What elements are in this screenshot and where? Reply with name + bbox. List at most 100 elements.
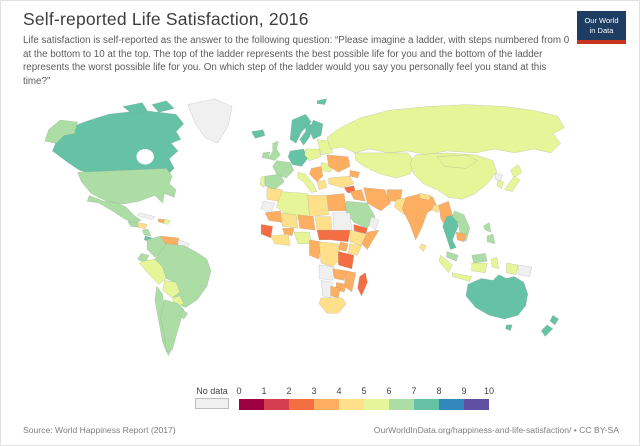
country-finland[interactable] (309, 119, 324, 140)
country-mali[interactable] (280, 212, 299, 229)
country-somalia[interactable] (361, 229, 380, 250)
country-canada-arctic-island[interactable] (151, 100, 175, 113)
country-greenland[interactable] (187, 98, 233, 144)
region-caucasus[interactable] (349, 170, 360, 179)
country-poland[interactable] (304, 148, 322, 161)
legend-swatch-1-2[interactable] (264, 399, 289, 410)
legend-swatch-5-6[interactable] (364, 399, 389, 410)
country-iraq[interactable] (349, 189, 366, 202)
legend-swatch-9-10[interactable] (464, 399, 489, 410)
legend-swatch-7-8[interactable] (414, 399, 439, 410)
country-new-zealand-south[interactable] (541, 324, 554, 337)
country-papua-new-guinea[interactable] (517, 264, 532, 277)
region-balkans[interactable] (309, 166, 324, 183)
country-australia-tasmania[interactable] (505, 324, 513, 331)
region-ghana-ivory-coast[interactable] (270, 233, 291, 246)
country-nigeria[interactable] (293, 231, 312, 244)
country-greece[interactable] (316, 179, 328, 190)
country-libya[interactable] (307, 195, 329, 217)
country-ukraine[interactable] (326, 154, 351, 173)
country-haiti[interactable] (157, 218, 165, 224)
region-cameroon-congo[interactable] (309, 239, 322, 260)
country-dr-congo[interactable] (318, 241, 341, 268)
country-south-africa[interactable] (318, 297, 347, 314)
country-france[interactable] (272, 160, 295, 179)
country-north-korea[interactable] (494, 172, 503, 182)
country-portugal[interactable] (259, 175, 266, 188)
country-australia[interactable] (465, 274, 528, 320)
country-svalbard[interactable] (316, 98, 328, 105)
country-brazil[interactable] (154, 243, 212, 308)
country-zambia[interactable] (332, 268, 347, 281)
country-uruguay[interactable] (178, 309, 188, 320)
country-russia[interactable] (326, 104, 565, 156)
country-indonesia-sumatra[interactable] (438, 255, 453, 273)
country-madagascar[interactable] (357, 272, 368, 297)
country-spain[interactable] (264, 173, 285, 190)
country-honduras[interactable] (137, 222, 148, 230)
legend-swatch-8-9[interactable] (439, 399, 464, 410)
country-morocco[interactable] (266, 187, 283, 202)
country-oman[interactable] (369, 216, 380, 231)
country-japan-honshu[interactable] (504, 175, 521, 192)
country-bolivia[interactable] (162, 280, 181, 299)
owid-logo[interactable]: Our World in Data (577, 11, 626, 44)
country-malaysia-peninsular[interactable] (446, 251, 459, 262)
legend-swatch-4-5[interactable] (339, 399, 364, 410)
country-nicaragua[interactable] (142, 229, 152, 237)
legend-no-data[interactable]: No data (195, 386, 229, 409)
country-bangladesh[interactable] (431, 204, 441, 214)
region-western-sahara[interactable] (260, 200, 275, 214)
country-dominican-republic[interactable] (163, 219, 171, 225)
country-uganda[interactable] (338, 241, 349, 252)
country-iceland[interactable] (251, 129, 266, 139)
country-ireland[interactable] (261, 151, 271, 159)
country-malaysia-borneo[interactable] (471, 253, 488, 264)
country-indonesia-west-papua[interactable] (506, 262, 519, 275)
country-south-korea[interactable] (496, 179, 504, 189)
country-mauritania[interactable] (264, 210, 283, 223)
legend-swatch-6-7[interactable] (389, 399, 414, 410)
region-central-african-republic-south-sudan[interactable] (316, 229, 351, 242)
country-philippines-mindanao[interactable] (486, 233, 496, 244)
country-mexico[interactable] (86, 195, 142, 224)
country-egypt[interactable] (326, 193, 347, 212)
country-italy[interactable] (297, 172, 318, 193)
country-mozambique[interactable] (343, 270, 356, 293)
region-senegal-guinea[interactable] (260, 224, 273, 239)
country-iran[interactable] (363, 187, 391, 212)
country-argentina[interactable] (160, 299, 185, 353)
country-united-states[interactable] (77, 168, 177, 205)
country-indonesia-sulawesi[interactable] (490, 257, 499, 270)
country-new-zealand-north[interactable] (549, 314, 559, 326)
country-china[interactable] (409, 152, 498, 200)
country-indonesia-java[interactable] (452, 272, 472, 282)
country-philippines-luzon[interactable] (483, 222, 492, 233)
country-turkey[interactable] (328, 175, 355, 188)
country-cambodia[interactable] (456, 231, 467, 242)
country-niger[interactable] (297, 214, 316, 231)
owid-link[interactable]: OurWorldInData.org/happiness-and-life-sa… (373, 425, 572, 435)
country-alaska[interactable] (44, 119, 78, 144)
country-angola[interactable] (318, 264, 335, 281)
country-cuba[interactable] (137, 212, 156, 220)
country-canada-arctic-island[interactable] (122, 102, 148, 115)
country-tanzania[interactable] (338, 251, 355, 270)
legend-swatch-0-1[interactable] (239, 399, 264, 410)
country-nepal[interactable] (419, 193, 432, 201)
legend-swatch-3-4[interactable] (314, 399, 339, 410)
country-united-kingdom[interactable] (268, 141, 281, 161)
country-mongolia[interactable] (436, 154, 478, 169)
region-kazakhstan-central-asia[interactable] (354, 152, 416, 179)
country-japan-hokkaido[interactable] (510, 164, 523, 179)
country-botswana[interactable] (330, 286, 341, 299)
legend-swatch-2-3[interactable] (289, 399, 314, 410)
country-kenya[interactable] (347, 243, 362, 256)
legend-no-data-swatch[interactable] (195, 398, 229, 409)
country-india[interactable] (401, 193, 438, 241)
country-sri-lanka[interactable] (419, 243, 427, 252)
country-norway[interactable] (289, 114, 312, 144)
country-burkina-faso[interactable] (282, 228, 295, 237)
region-germany-alps-benelux[interactable] (287, 148, 308, 167)
country-indonesia-borneo[interactable] (471, 262, 488, 273)
